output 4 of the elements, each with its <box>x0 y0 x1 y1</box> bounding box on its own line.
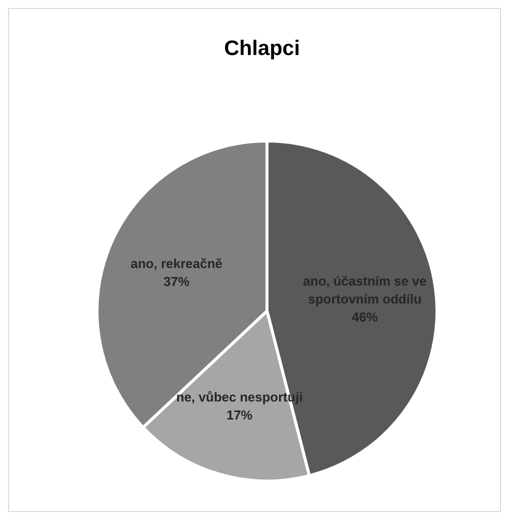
data-label: 17% <box>226 407 253 422</box>
slice-label: ano, rekreačně <box>130 255 222 270</box>
data-label: 37% <box>163 273 190 288</box>
chart-title: Chlapci <box>224 37 300 60</box>
